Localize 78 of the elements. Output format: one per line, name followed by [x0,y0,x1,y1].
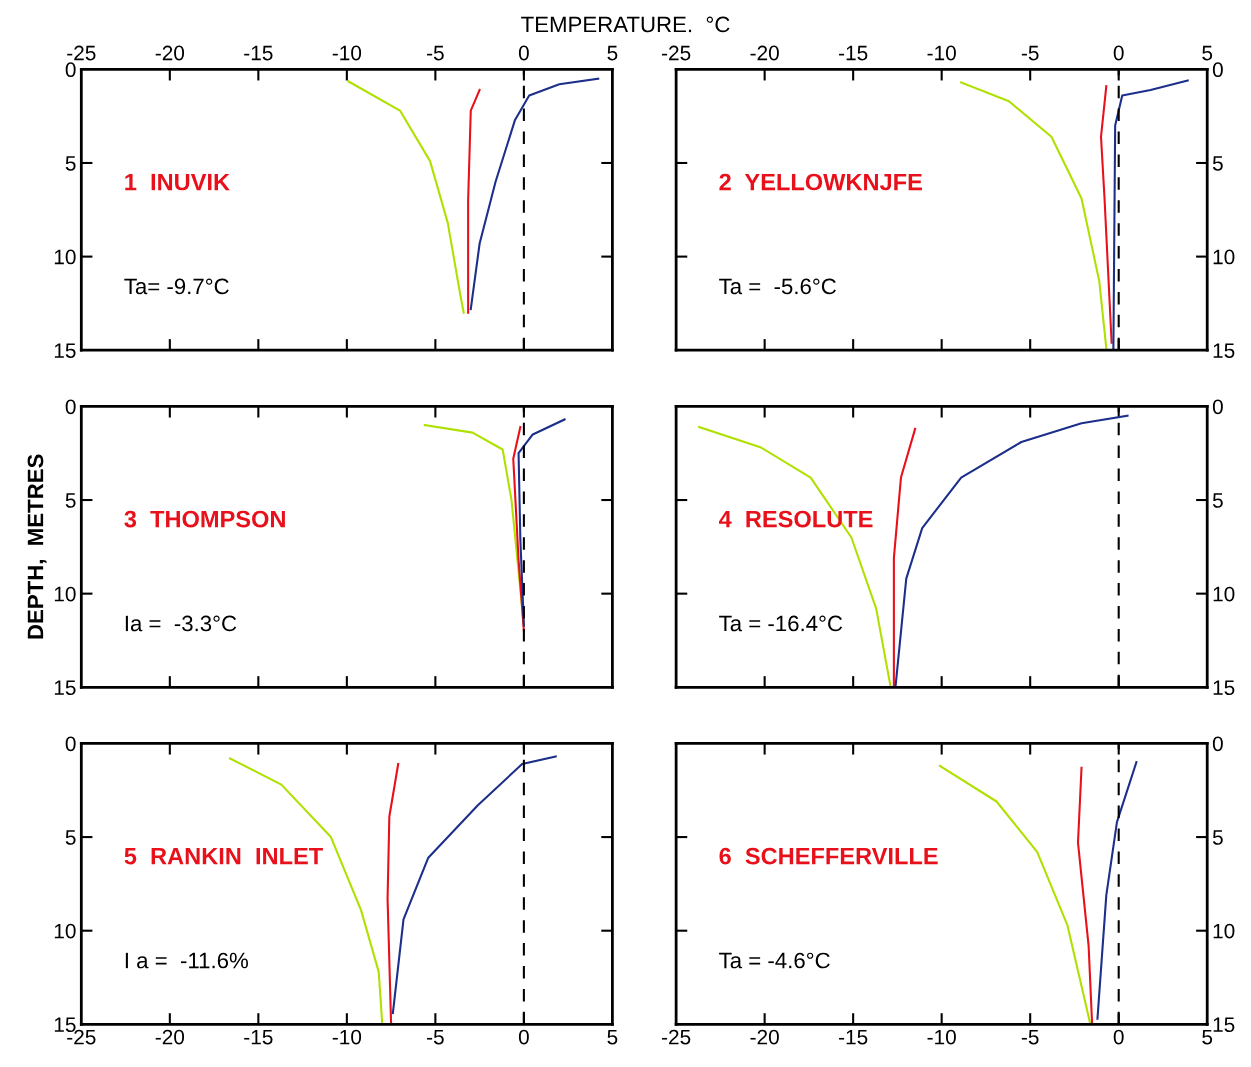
line-series [698,425,892,687]
x-tick-label: -15 [839,1029,868,1045]
line-series [467,88,481,314]
x-tick-label: -20 [750,1029,779,1045]
y-tick-label: 10 [54,586,76,602]
annotation: Ia = -3.3°C [125,615,237,632]
line-series [517,418,566,627]
line-series [347,80,465,314]
x-tick-label: 0 [518,1029,529,1045]
y-tick-label: 15 [1213,343,1235,358]
x-tick-label: 5 [1202,45,1213,61]
x-tick-label: -5 [427,1029,444,1045]
annotation: 6 SCHEFFERVILLE [719,847,938,865]
y-tick-label: 10 [1213,249,1235,265]
y-tick-label: 15 [54,680,76,696]
y-tick-label: 0 [1212,62,1223,78]
y-tick-label: 0 [65,736,76,752]
annotation: Ta = -5.6°C [719,278,836,295]
x-tick-label: 0 [1113,1029,1124,1045]
x-tick-label: -10 [332,1029,362,1045]
x-tick-label: -5 [1021,45,1039,61]
annotation: 1 INUVIK [125,173,230,191]
annotation: 3 THOMPSON [124,510,285,528]
y-tick-label: 10 [54,249,76,265]
y-tick-label: 15 [1213,1017,1235,1033]
y-tick-label: 10 [1213,586,1235,602]
y-tick-label: 0 [65,399,76,415]
y-tick-label: 0 [65,62,76,78]
annotation: Ta= -9.7°C [124,278,229,295]
y-axis-title: DEPTH, METRES [27,454,47,639]
line-series [1112,79,1189,350]
x-tick-label: -25 [67,45,96,61]
x-tick-label: -10 [927,1029,956,1045]
annotation: Ta = -4.6°C [719,952,830,969]
line-series [1096,761,1138,1020]
x-tick-label: 0 [518,45,529,61]
x-tick-label: 5 [1202,1029,1213,1045]
line-series [892,427,917,687]
annotation: 2 YELLOWKNJFE [719,173,922,191]
y-tick-label: 5 [65,156,76,171]
y-tick-label: 5 [1212,493,1223,508]
x-tick-label: -10 [927,45,956,61]
chart-title: TEMPERATURE. °C [521,16,730,33]
y-tick-label: 5 [1212,156,1223,171]
x-tick-label: -20 [155,45,185,61]
x-tick-label: -15 [244,45,273,61]
x-tick-label: -5 [1021,1029,1039,1045]
y-tick-label: 5 [65,830,76,845]
x-tick-label: -15 [839,45,868,61]
line-series [1076,766,1094,1025]
x-tick-label: -20 [750,45,779,61]
x-tick-label: -15 [244,1029,273,1045]
y-tick-label: 0 [1212,399,1223,415]
annotation: Ta = -16.4°C [719,615,843,632]
y-tick-label: 5 [65,493,76,508]
annotation: 5 RANKIN INLET [124,847,323,865]
line-series [469,77,600,311]
y-tick-label: 0 [1212,736,1223,752]
x-tick-label: 0 [1113,45,1124,61]
y-tick-label: 15 [54,343,76,358]
line-series [1099,85,1113,344]
line-series [960,81,1108,350]
annotation: I a = -11.6% [125,952,248,969]
y-tick-label: 15 [1213,680,1235,696]
x-tick-label: -5 [427,45,444,61]
line-series [938,764,1092,1025]
x-tick-label: 5 [607,45,618,61]
line-series [386,763,400,1025]
x-tick-label: -20 [155,1029,185,1045]
line-series [391,755,557,1015]
y-tick-label: 5 [1212,830,1223,845]
y-tick-label: 10 [54,923,76,939]
line-series [894,414,1129,687]
y-tick-label: 10 [1213,923,1235,939]
x-tick-label: -25 [662,1029,691,1045]
x-tick-label: -25 [662,45,691,61]
x-tick-label: -10 [332,45,362,61]
x-tick-label: 5 [607,1029,618,1045]
